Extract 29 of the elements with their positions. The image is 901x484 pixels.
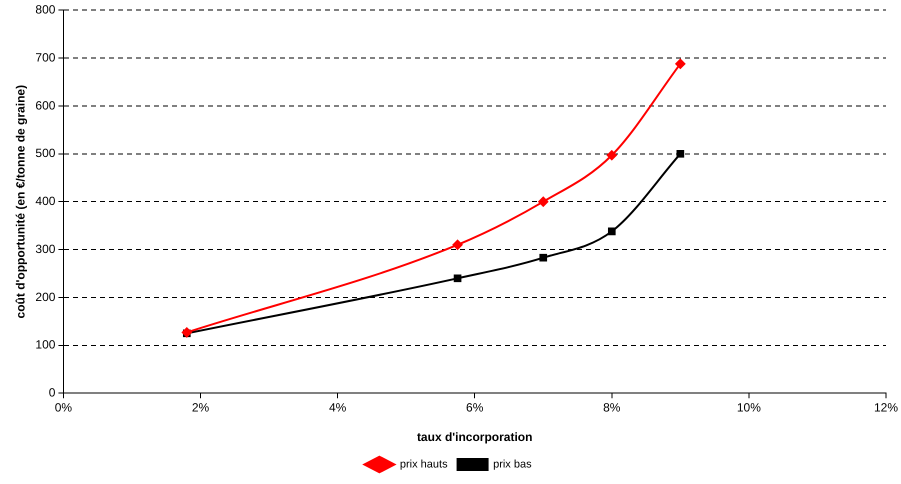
- legend-label: prix hauts: [400, 458, 448, 471]
- point: [452, 240, 463, 250]
- point: [676, 150, 684, 158]
- point: [606, 150, 617, 160]
- y-axis-title: coût d'opportunité (en €/tonne de graine): [14, 84, 28, 318]
- y-tick-label: 600: [35, 98, 56, 112]
- point: [675, 58, 686, 69]
- y-tick-label: 500: [35, 146, 56, 160]
- x-axis-title: taux d'incorporation: [416, 430, 532, 444]
- y-tick-label: 200: [35, 290, 56, 304]
- x-tick-label: 0%: [54, 400, 72, 415]
- x-tick-label: 8%: [603, 400, 621, 415]
- point: [608, 228, 616, 236]
- y-tick-label: 300: [35, 242, 56, 256]
- x-tick-label: 12%: [874, 400, 898, 415]
- point: [539, 254, 548, 262]
- x-tick-label: 10%: [736, 400, 762, 415]
- y-tick-label: 0: [48, 386, 56, 400]
- point: [538, 196, 548, 207]
- x-tick-label: 2%: [192, 400, 210, 415]
- legend-label: prix bas: [493, 458, 532, 471]
- x-tick-label: 4%: [328, 400, 347, 415]
- point: [454, 274, 462, 282]
- y-tick-label: 400: [35, 194, 56, 208]
- point: [182, 327, 192, 338]
- y-tick-label: 800: [35, 2, 56, 17]
- x-tick-label: 6%: [466, 400, 484, 415]
- y-tick-label: 100: [35, 338, 56, 352]
- y-tick-label: 700: [35, 50, 56, 64]
